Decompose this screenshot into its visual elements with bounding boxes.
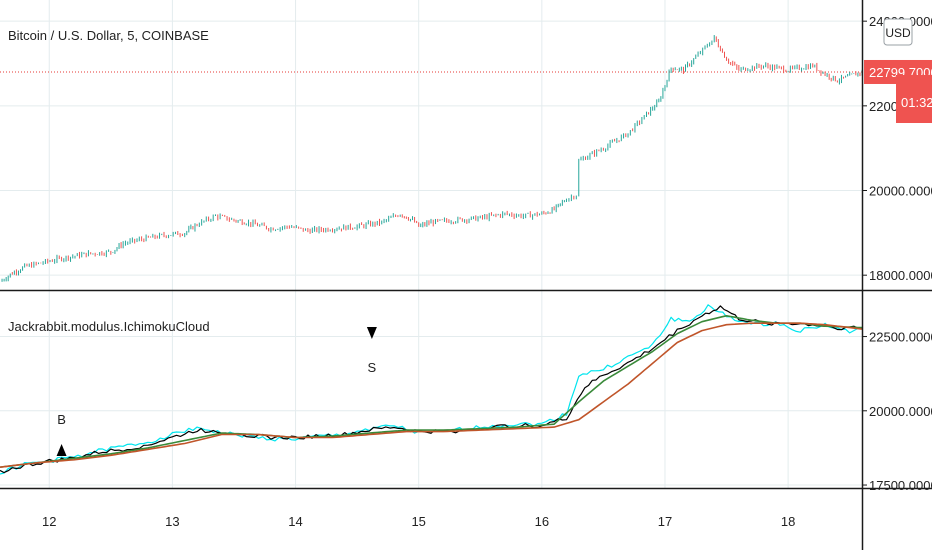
indicator-panel[interactable] [0, 292, 862, 488]
indicator-series-brown [0, 322, 863, 468]
buy-signal-label: B [57, 412, 66, 427]
price-y-tick-label: 20000.0000 [869, 184, 932, 199]
series-layer [0, 35, 863, 475]
sell-arrow-icon [366, 327, 377, 339]
currency-button[interactable]: USD [883, 18, 913, 46]
signals: B S [56, 327, 377, 456]
indicator-title: Jackrabbit.modulus.IchimokuCloud [8, 319, 210, 334]
grid [0, 0, 862, 488]
price-panel[interactable] [0, 0, 862, 290]
indicator-y-tick-label: 17500.0000 [869, 478, 932, 493]
x-tick-label: 14 [288, 514, 302, 529]
x-tick-label: 18 [781, 514, 795, 529]
x-tick-label: 12 [42, 514, 56, 529]
currency-button-label[interactable]: USD [885, 26, 911, 40]
x-tick-label: 16 [535, 514, 549, 529]
x-tick-label: 17 [658, 514, 672, 529]
sell-signal-label: S [368, 360, 377, 375]
main-chart-title: Bitcoin / U.S. Dollar, 5, COINBASE [8, 28, 209, 43]
indicator-series-green [0, 314, 863, 468]
x-tick-label: 15 [411, 514, 425, 529]
bar-countdown: 01:32 [901, 95, 932, 110]
price-y-tick-label: 18000.0000 [869, 268, 932, 283]
indicator-y-tick-label: 22500.0000 [869, 330, 932, 345]
buy-arrow-icon [56, 444, 67, 456]
x-tick-label: 13 [165, 514, 179, 529]
last-price-badge: 22799.7000 01:32 [864, 59, 932, 123]
countdown-badge [896, 75, 932, 123]
indicator-y-tick-label: 20000.0000 [869, 404, 932, 419]
